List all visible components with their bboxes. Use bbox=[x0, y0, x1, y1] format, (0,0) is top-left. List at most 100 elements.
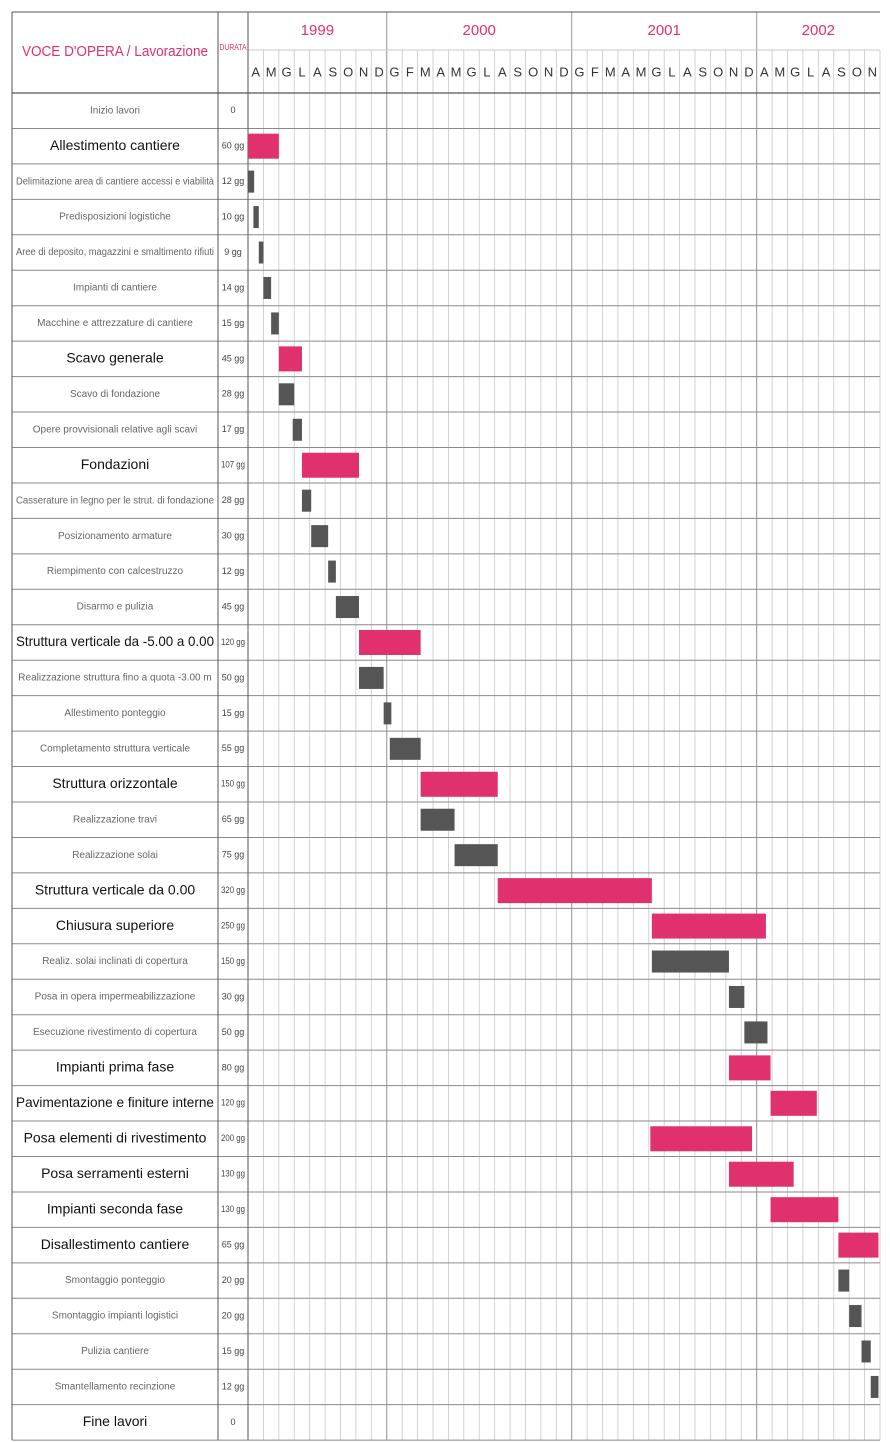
task-label-main: Fondazioni bbox=[81, 456, 150, 472]
task-label-sub: Inizio lavori bbox=[90, 105, 140, 116]
task-duration: 200 gg bbox=[221, 1133, 245, 1143]
task-duration: 20 gg bbox=[222, 1275, 245, 1285]
gantt-bar-sub bbox=[861, 1340, 871, 1363]
task-label-main: Allestimento cantiere bbox=[50, 137, 180, 153]
gantt-bar-sub bbox=[292, 418, 302, 441]
gantt-bar-main bbox=[770, 1090, 817, 1116]
task-duration: 150 gg bbox=[221, 779, 245, 789]
gantt-bar-sub bbox=[278, 383, 295, 406]
gantt-bar-sub bbox=[253, 206, 259, 229]
month-label: L bbox=[668, 64, 675, 79]
gantt-bar-sub bbox=[728, 985, 745, 1008]
month-label: A bbox=[621, 64, 630, 79]
task-duration: 65 gg bbox=[222, 1240, 245, 1250]
task-label-main: Chiusura superiore bbox=[56, 917, 174, 933]
task-label-sub: Realizzazione travi bbox=[73, 814, 157, 825]
task-label-sub: Macchine e attrezzature di cantiere bbox=[37, 318, 193, 329]
task-duration: 20 gg bbox=[222, 1310, 245, 1320]
gantt-bar-sub bbox=[389, 737, 421, 760]
task-duration: 250 gg bbox=[221, 920, 245, 930]
month-label: A bbox=[436, 64, 445, 79]
gantt-bar-main bbox=[728, 1161, 794, 1187]
month-label: F bbox=[406, 64, 414, 79]
task-label-sub: Posa in opera impermeabilizzazione bbox=[35, 992, 196, 1003]
task-label-sub: Pulizia cantiere bbox=[81, 1346, 149, 1357]
gantt-bar-sub bbox=[358, 666, 384, 689]
month-label: O bbox=[852, 64, 862, 79]
task-label-sub: Impianti di cantiere bbox=[73, 283, 157, 294]
gantt-bar-sub bbox=[838, 1269, 850, 1292]
task-duration: 0 bbox=[230, 1417, 235, 1427]
task-label-main: Fine lavori bbox=[83, 1413, 148, 1429]
month-label: N bbox=[544, 64, 553, 79]
task-duration: 75 gg bbox=[222, 850, 245, 860]
month-label: L bbox=[807, 64, 814, 79]
task-label-main: Disallestimento cantiere bbox=[41, 1236, 190, 1252]
gantt-bar-sub bbox=[335, 596, 359, 619]
gantt-bar-sub bbox=[454, 844, 498, 867]
gantt-bar-sub bbox=[849, 1305, 862, 1328]
month-label: L bbox=[483, 64, 490, 79]
task-duration: 150 gg bbox=[221, 956, 245, 966]
task-duration: 65 gg bbox=[222, 814, 245, 824]
task-label-sub: Posizionamento armature bbox=[58, 531, 172, 542]
month-label: N bbox=[729, 64, 738, 79]
gantt-bar-sub bbox=[311, 525, 329, 548]
month-label: N bbox=[868, 64, 877, 79]
month-label: S bbox=[328, 64, 337, 79]
task-label-sub: Smontaggio impianti logistici bbox=[52, 1311, 178, 1322]
task-duration: 15 gg bbox=[222, 318, 245, 328]
gantt-bar-sub bbox=[744, 1021, 768, 1044]
task-label-main: Posa elementi di rivestimento bbox=[24, 1129, 207, 1145]
task-label-sub: Realiz. solai inclinati di copertura bbox=[42, 956, 188, 967]
gantt-bar-sub bbox=[420, 808, 455, 831]
task-duration: 30 gg bbox=[222, 531, 245, 541]
month-label: S bbox=[698, 64, 707, 79]
task-label-main: Struttura verticale da -5.00 a 0.00 bbox=[16, 633, 214, 649]
month-label: D bbox=[559, 64, 568, 79]
task-label-sub: Predisposizioni logistiche bbox=[59, 212, 171, 223]
month-label: S bbox=[513, 64, 522, 79]
gantt-bar-main bbox=[651, 913, 766, 939]
month-label: M bbox=[420, 64, 431, 79]
task-duration: 130 gg bbox=[221, 1204, 245, 1214]
task-label-sub: Smontaggio ponteggio bbox=[65, 1275, 166, 1286]
month-label: A bbox=[683, 64, 692, 79]
task-duration: 30 gg bbox=[222, 991, 245, 1001]
task-label-sub: Casserature in legno per le strut. di fo… bbox=[16, 495, 214, 506]
month-label: A bbox=[760, 64, 769, 79]
task-duration: 10 gg bbox=[222, 211, 245, 221]
task-label-sub: Allestimento ponteggio bbox=[64, 708, 166, 719]
month-label: N bbox=[359, 64, 368, 79]
month-label: M bbox=[605, 64, 616, 79]
task-label-main: Impianti seconda fase bbox=[47, 1200, 183, 1216]
task-duration: 55 gg bbox=[222, 743, 245, 753]
task-label-main: Pavimentazione e finiture interne bbox=[16, 1094, 214, 1110]
task-duration: 9 gg bbox=[224, 247, 242, 257]
task-duration: 45 gg bbox=[222, 601, 245, 611]
month-label: G bbox=[389, 64, 399, 79]
month-label: M bbox=[636, 64, 647, 79]
task-duration: 107 gg bbox=[221, 460, 245, 470]
task-duration: 320 gg bbox=[221, 885, 245, 895]
task-duration: 50 gg bbox=[222, 672, 245, 682]
month-label: F bbox=[591, 64, 599, 79]
task-duration: 130 gg bbox=[221, 1169, 245, 1179]
month-label: G bbox=[790, 64, 800, 79]
month-label: G bbox=[574, 64, 584, 79]
gantt-bar-main bbox=[838, 1232, 879, 1258]
task-label-main: Scavo generale bbox=[66, 350, 164, 366]
task-label-sub: Riempimento con calcestruzzo bbox=[47, 566, 184, 577]
task-label-sub: Disarmo e pulizia bbox=[77, 602, 154, 613]
task-duration: 28 gg bbox=[222, 495, 245, 505]
task-label-main: Struttura verticale da 0.00 bbox=[35, 881, 196, 897]
task-duration: 12 gg bbox=[222, 566, 245, 576]
task-label-sub: Smantellamento recinzione bbox=[55, 1382, 176, 1393]
gantt-bar-main bbox=[420, 771, 498, 797]
task-duration: 12 gg bbox=[222, 1381, 245, 1391]
task-duration: 0 bbox=[230, 105, 235, 115]
gantt-bar-sub bbox=[870, 1375, 879, 1398]
task-duration: 14 gg bbox=[222, 282, 245, 292]
gantt-bar-sub bbox=[651, 950, 729, 973]
